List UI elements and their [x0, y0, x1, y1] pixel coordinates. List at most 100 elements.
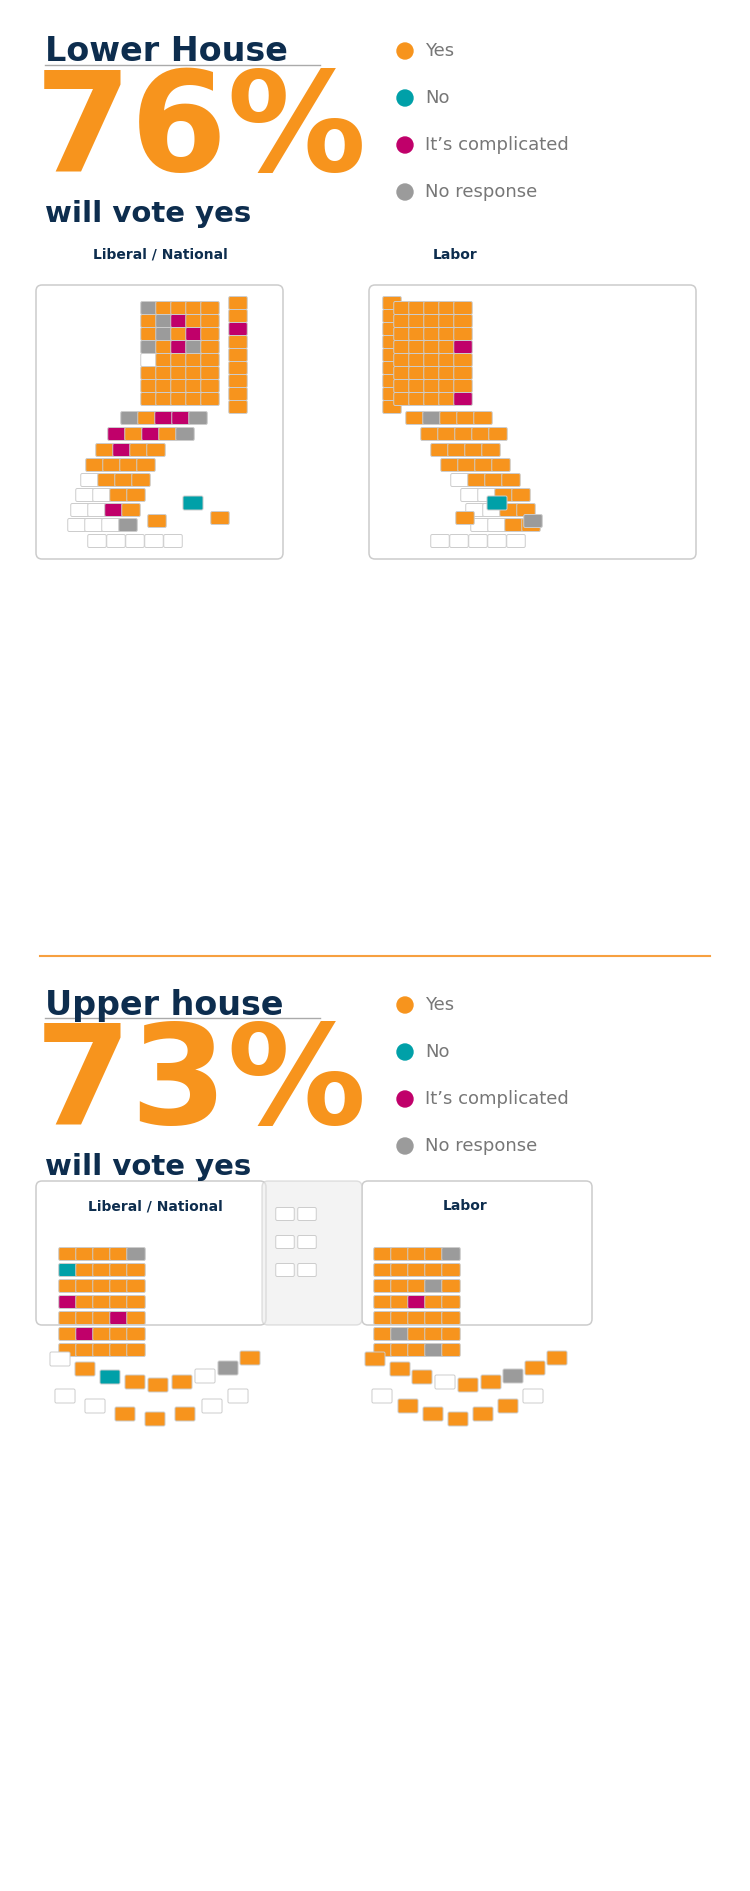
FancyBboxPatch shape: [112, 444, 131, 456]
FancyBboxPatch shape: [93, 1263, 111, 1276]
Circle shape: [397, 997, 413, 1014]
FancyBboxPatch shape: [138, 412, 156, 424]
FancyBboxPatch shape: [76, 1312, 94, 1324]
FancyBboxPatch shape: [424, 1312, 443, 1324]
FancyBboxPatch shape: [524, 514, 542, 528]
FancyBboxPatch shape: [93, 1312, 111, 1324]
FancyBboxPatch shape: [120, 458, 138, 471]
FancyBboxPatch shape: [211, 511, 230, 524]
FancyBboxPatch shape: [391, 1312, 410, 1324]
FancyBboxPatch shape: [473, 1407, 493, 1420]
FancyBboxPatch shape: [156, 380, 174, 393]
Text: Lower House: Lower House: [45, 36, 288, 68]
Text: It’s complicated: It’s complicated: [425, 136, 568, 153]
FancyBboxPatch shape: [409, 380, 428, 393]
FancyBboxPatch shape: [475, 458, 494, 471]
FancyBboxPatch shape: [148, 1379, 168, 1392]
FancyBboxPatch shape: [127, 1248, 146, 1261]
Text: It’s complicated: It’s complicated: [425, 1089, 568, 1108]
FancyBboxPatch shape: [495, 488, 513, 501]
FancyBboxPatch shape: [525, 1362, 545, 1375]
FancyBboxPatch shape: [156, 314, 174, 327]
FancyBboxPatch shape: [105, 503, 123, 516]
FancyBboxPatch shape: [276, 1208, 294, 1220]
FancyBboxPatch shape: [374, 1263, 392, 1276]
FancyBboxPatch shape: [145, 535, 164, 548]
Text: No: No: [425, 1044, 449, 1061]
FancyBboxPatch shape: [454, 327, 472, 340]
FancyBboxPatch shape: [391, 1327, 410, 1341]
FancyBboxPatch shape: [382, 310, 401, 323]
FancyBboxPatch shape: [156, 327, 174, 340]
FancyBboxPatch shape: [481, 1375, 501, 1390]
FancyBboxPatch shape: [492, 458, 510, 471]
FancyBboxPatch shape: [523, 1390, 543, 1403]
FancyBboxPatch shape: [110, 1327, 128, 1341]
FancyBboxPatch shape: [424, 354, 442, 367]
FancyBboxPatch shape: [468, 473, 486, 486]
FancyBboxPatch shape: [96, 444, 114, 456]
FancyBboxPatch shape: [76, 1263, 94, 1276]
FancyBboxPatch shape: [85, 518, 104, 531]
FancyBboxPatch shape: [382, 297, 401, 310]
FancyBboxPatch shape: [110, 1248, 128, 1261]
FancyBboxPatch shape: [448, 1413, 468, 1426]
FancyBboxPatch shape: [503, 1369, 523, 1382]
FancyBboxPatch shape: [500, 503, 518, 516]
FancyBboxPatch shape: [424, 1263, 443, 1276]
FancyBboxPatch shape: [156, 354, 174, 367]
Text: No response: No response: [425, 183, 537, 200]
FancyBboxPatch shape: [391, 1295, 410, 1309]
FancyBboxPatch shape: [201, 367, 219, 380]
Text: Labor: Labor: [442, 1199, 488, 1212]
FancyBboxPatch shape: [93, 488, 111, 501]
FancyBboxPatch shape: [110, 1263, 128, 1276]
FancyBboxPatch shape: [424, 1343, 443, 1356]
FancyBboxPatch shape: [439, 393, 458, 405]
FancyBboxPatch shape: [171, 354, 189, 367]
FancyBboxPatch shape: [423, 412, 441, 424]
FancyBboxPatch shape: [171, 314, 189, 327]
FancyBboxPatch shape: [183, 495, 203, 511]
FancyBboxPatch shape: [125, 1375, 145, 1390]
FancyBboxPatch shape: [439, 380, 458, 393]
FancyBboxPatch shape: [58, 1295, 77, 1309]
FancyBboxPatch shape: [176, 427, 194, 441]
FancyBboxPatch shape: [471, 518, 489, 531]
FancyBboxPatch shape: [159, 427, 177, 441]
FancyBboxPatch shape: [156, 340, 174, 354]
FancyBboxPatch shape: [391, 1248, 410, 1261]
FancyBboxPatch shape: [478, 488, 496, 501]
FancyBboxPatch shape: [102, 518, 120, 531]
FancyBboxPatch shape: [122, 503, 140, 516]
FancyBboxPatch shape: [442, 1343, 460, 1356]
FancyBboxPatch shape: [115, 473, 134, 486]
FancyBboxPatch shape: [50, 1352, 70, 1365]
FancyBboxPatch shape: [502, 473, 520, 486]
FancyBboxPatch shape: [421, 427, 440, 441]
FancyBboxPatch shape: [505, 518, 524, 531]
FancyBboxPatch shape: [458, 458, 476, 471]
FancyBboxPatch shape: [115, 1407, 135, 1420]
FancyBboxPatch shape: [456, 511, 474, 524]
FancyBboxPatch shape: [442, 1327, 460, 1341]
FancyBboxPatch shape: [106, 535, 125, 548]
FancyBboxPatch shape: [382, 348, 401, 361]
FancyBboxPatch shape: [88, 535, 106, 548]
FancyBboxPatch shape: [262, 1182, 362, 1326]
FancyBboxPatch shape: [424, 1327, 443, 1341]
FancyBboxPatch shape: [142, 427, 160, 441]
FancyBboxPatch shape: [374, 1280, 392, 1293]
FancyBboxPatch shape: [171, 393, 189, 405]
FancyBboxPatch shape: [171, 301, 189, 314]
FancyBboxPatch shape: [408, 1248, 426, 1261]
FancyBboxPatch shape: [448, 444, 466, 456]
Circle shape: [397, 91, 413, 106]
FancyBboxPatch shape: [229, 401, 248, 414]
Text: will vote yes: will vote yes: [45, 1154, 251, 1182]
FancyBboxPatch shape: [454, 427, 473, 441]
FancyBboxPatch shape: [186, 380, 204, 393]
FancyBboxPatch shape: [394, 327, 412, 340]
FancyBboxPatch shape: [154, 412, 173, 424]
FancyBboxPatch shape: [439, 314, 458, 327]
